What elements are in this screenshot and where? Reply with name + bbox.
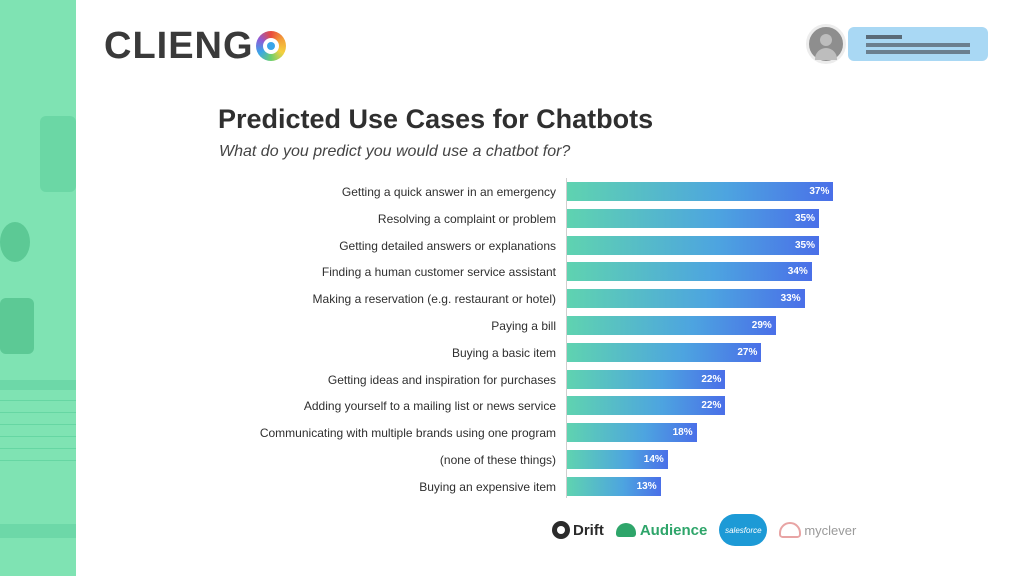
drift-icon: [552, 521, 570, 539]
category-label: Buying an expensive item: [419, 479, 556, 494]
bar: [567, 182, 834, 201]
source-logos: Drift Audience salesforce myclever: [552, 514, 868, 546]
audience-icon: [615, 523, 636, 537]
bar: [567, 235, 819, 255]
category-label: Getting ideas and inspiration for purcha…: [327, 372, 556, 387]
bar-value-label: 35%: [794, 239, 815, 251]
bar: [567, 262, 812, 282]
bar-value-label: 18%: [672, 427, 693, 439]
category-label: (none of these things): [439, 453, 556, 467]
bar: [567, 316, 776, 335]
bar-value-label: 14%: [643, 454, 664, 465]
bar-value-label: 29%: [751, 320, 772, 331]
user-info-bubble: [848, 27, 988, 61]
bar-value-label: 22%: [701, 400, 722, 412]
category-label: Getting a quick answer in an emergency: [341, 185, 556, 199]
bar-value-label: 35%: [794, 212, 815, 224]
bar: [567, 342, 762, 362]
chart-subtitle: What do you predict you would use a chat…: [219, 143, 571, 160]
logo-ring-icon: [255, 31, 286, 61]
user-avatar-icon: [806, 24, 846, 64]
category-label: Adding yourself to a mailing list or new…: [303, 399, 556, 414]
bar-value-label: 27%: [737, 346, 758, 358]
salesforce-logo: salesforce: [719, 514, 768, 546]
category-axis-line: [566, 178, 567, 498]
drift-label: Drift: [573, 521, 604, 539]
myclever-logo: myclever: [779, 522, 856, 538]
bar: [567, 396, 726, 416]
bar: [567, 208, 819, 228]
bar-value-label: 13%: [636, 480, 657, 492]
bar-value-label: 37%: [809, 186, 830, 197]
audience-label: Audience: [639, 521, 708, 539]
myclever-icon: [779, 522, 802, 538]
category-label: Resolving a complaint or problem: [377, 211, 556, 226]
audience-logo: Audience: [615, 521, 708, 539]
bar: [567, 476, 661, 496]
bar: [567, 369, 726, 389]
chart-title: Predicted Use Cases for Chatbots: [218, 104, 654, 134]
bar-value-label: 33%: [780, 293, 801, 305]
category-label: Communicating with multiple brands using…: [259, 426, 556, 441]
bar: [567, 423, 697, 443]
bar: [567, 450, 668, 469]
bar-value-label: 34%: [787, 266, 808, 278]
bar: [567, 289, 805, 309]
bar-value-label: 22%: [701, 373, 722, 385]
category-label: Finding a human customer service assista…: [321, 265, 556, 280]
left-decorative-sidebar: [0, 0, 76, 576]
myclever-label: myclever: [804, 522, 857, 538]
category-label: Buying a basic item: [451, 345, 556, 360]
salesforce-cloud-icon: salesforce: [719, 514, 768, 546]
cliengo-logo: CLIENG: [104, 26, 286, 66]
category-label: Getting detailed answers or explanations: [339, 238, 556, 253]
logo-text: CLIENG: [104, 25, 254, 67]
drift-logo: Drift: [552, 521, 604, 539]
category-label: Paying a bill: [491, 319, 556, 333]
category-label: Making a reservation (e.g. restaurant or…: [312, 292, 556, 307]
